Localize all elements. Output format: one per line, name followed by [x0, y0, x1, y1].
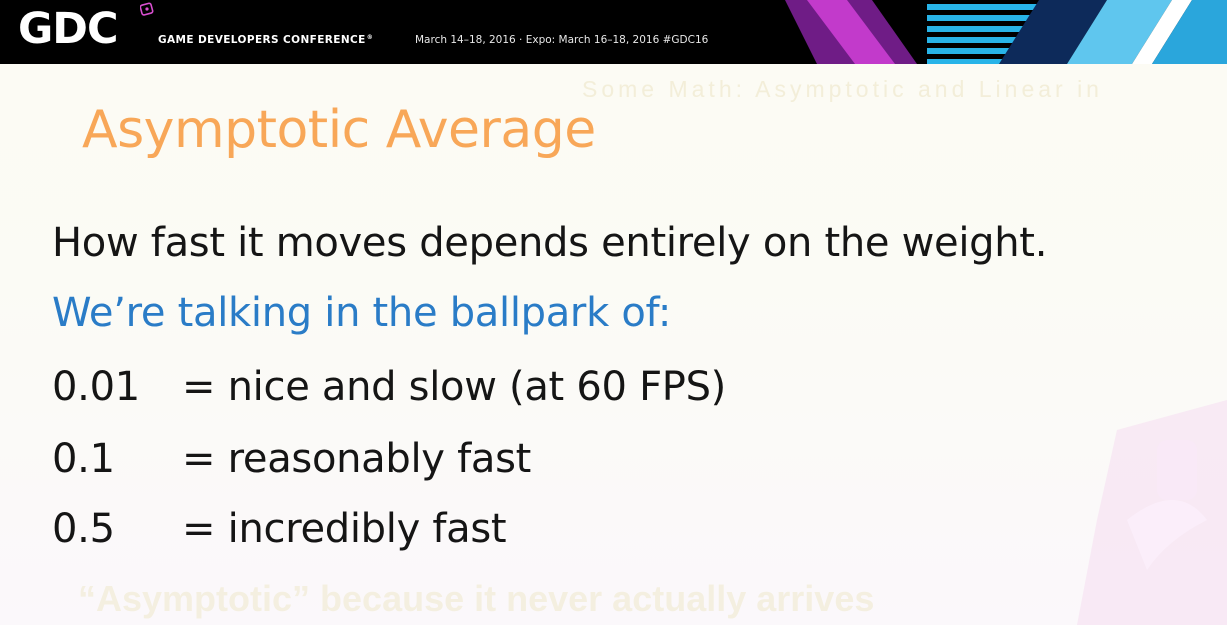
- ghost-gdc-mark-icon: [1077, 400, 1227, 625]
- ghost-text-top: Some Math: Asymptotic and Linear in: [582, 76, 1103, 102]
- weight-description: = reasonably fast: [182, 436, 532, 482]
- intro-line: How fast it moves depends entirely on th…: [52, 220, 1048, 266]
- conference-banner: GDC GAME DEVELOPERS CONFERENCE® March 14…: [0, 0, 1227, 64]
- weight-value: 0.01: [52, 364, 140, 410]
- banner-stripes-graphic: [785, 0, 1227, 64]
- ghost-text-bottom: “Asymptotic” because it never actually a…: [78, 578, 875, 619]
- weight-description: = nice and slow (at 60 FPS): [182, 364, 726, 410]
- weight-description: = incredibly fast: [182, 506, 507, 552]
- weight-value: 0.5: [52, 506, 115, 552]
- gdc-controller-icon: [140, 2, 154, 16]
- weight-row: 0.1 = reasonably fast: [52, 436, 531, 482]
- weight-row: 0.01 = nice and slow (at 60 FPS): [52, 364, 726, 410]
- slide-title: Asymptotic Average: [82, 100, 596, 160]
- conference-name: GAME DEVELOPERS CONFERENCE®: [158, 34, 374, 46]
- weight-value: 0.1: [52, 436, 115, 482]
- highlight-line: We’re talking in the ballpark of:: [52, 290, 672, 336]
- weight-row: 0.5 = incredibly fast: [52, 506, 507, 552]
- registered-mark: ®: [366, 34, 374, 41]
- conference-dates: March 14–18, 2016 · Expo: March 16–18, 2…: [415, 34, 709, 46]
- gdc-logo: GDC: [18, 4, 119, 54]
